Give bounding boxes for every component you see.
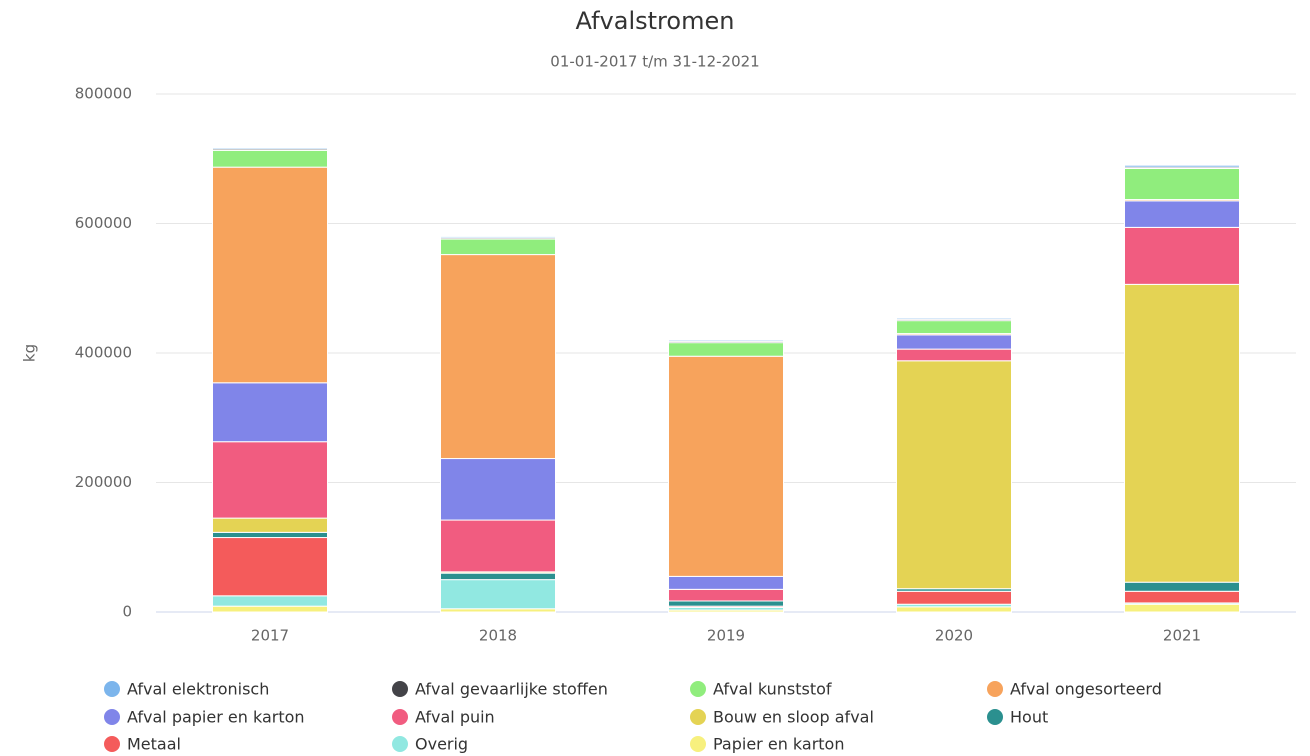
- legend-label: Afval papier en karton: [127, 708, 305, 727]
- legend-marker: [690, 681, 706, 697]
- legend-label: Afval puin: [415, 708, 495, 727]
- bar-segment: [212, 605, 328, 613]
- legend-label: Afval gevaarlijke stoffen: [415, 680, 608, 699]
- bar-segment: [212, 531, 328, 539]
- legend-label: Papier en karton: [713, 735, 844, 754]
- bar-segment: [1124, 603, 1240, 613]
- bar-segment: [440, 254, 556, 460]
- bar-segment: [212, 166, 328, 384]
- legend-marker: [104, 736, 120, 752]
- bar-segment: [896, 317, 1012, 320]
- y-tick-label: 600000: [75, 214, 132, 232]
- y-axis-label: kg: [21, 344, 39, 362]
- bar-segment: [440, 572, 556, 581]
- legend-marker: [987, 681, 1003, 697]
- bar-segment: [668, 588, 784, 602]
- bar-segment: [212, 537, 328, 597]
- bar-segment: [212, 441, 328, 519]
- chart-title: Afvalstromen: [576, 7, 735, 35]
- legend-marker: [392, 681, 408, 697]
- bar-segment: [1124, 167, 1240, 201]
- bar-segment: [1124, 200, 1240, 228]
- legend-marker: [104, 681, 120, 697]
- bar-segment: [212, 382, 328, 443]
- x-tick-label: 2021: [1163, 627, 1201, 645]
- y-tick-label: 400000: [75, 344, 132, 362]
- legend-label: Afval ongesorteerd: [1010, 680, 1162, 699]
- bar-segment: [440, 579, 556, 610]
- bar-segment: [668, 355, 784, 577]
- bar-segment: [1124, 581, 1240, 592]
- legend-label: Afval kunststof: [713, 680, 832, 699]
- bar-segment: [440, 235, 556, 239]
- y-tick-label: 200000: [75, 473, 132, 491]
- legend-marker: [987, 709, 1003, 725]
- bar-segment: [896, 360, 1012, 590]
- bar-segment: [668, 339, 784, 342]
- bar-segment: [212, 517, 328, 533]
- bar-segment: [896, 590, 1012, 605]
- bar-segment: [668, 575, 784, 590]
- x-tick-label: 2020: [935, 627, 973, 645]
- bar-segment: [212, 595, 328, 607]
- legend-label: Hout: [1010, 708, 1048, 727]
- bar-segment: [440, 238, 556, 256]
- bar-segment: [212, 149, 328, 168]
- bar-segment: [896, 334, 1012, 350]
- legend-marker: [392, 736, 408, 752]
- legend-marker: [392, 709, 408, 725]
- legend-label: Afval elektronisch: [127, 680, 269, 699]
- y-tick-label: 0: [122, 603, 132, 621]
- bar-segment: [440, 458, 556, 521]
- bar-segment: [896, 320, 1012, 335]
- x-tick-label: 2017: [251, 627, 289, 645]
- bar-segment: [1124, 283, 1240, 583]
- bar-segment: [1124, 164, 1240, 168]
- chart-subtitle: 01-01-2017 t/m 31-12-2021: [550, 53, 759, 71]
- bar-segment: [896, 348, 1012, 362]
- legend-marker: [690, 709, 706, 725]
- bar-segment: [896, 606, 1012, 613]
- bar-segment: [440, 519, 556, 573]
- bar-segment: [212, 147, 328, 150]
- bar-segment: [1124, 590, 1240, 604]
- legend-label: Metaal: [127, 735, 181, 754]
- legend-marker: [104, 709, 120, 725]
- legend-label: Bouw en sloop afval: [713, 708, 874, 727]
- bar-segment: [668, 600, 784, 607]
- bar-segment: [668, 342, 784, 357]
- x-tick-label: 2019: [707, 627, 745, 645]
- legend-label: Overig: [415, 735, 468, 754]
- x-tick-label: 2018: [479, 627, 517, 645]
- legend-marker: [690, 736, 706, 752]
- bar-segment: [1124, 226, 1240, 285]
- y-tick-label: 800000: [75, 85, 132, 103]
